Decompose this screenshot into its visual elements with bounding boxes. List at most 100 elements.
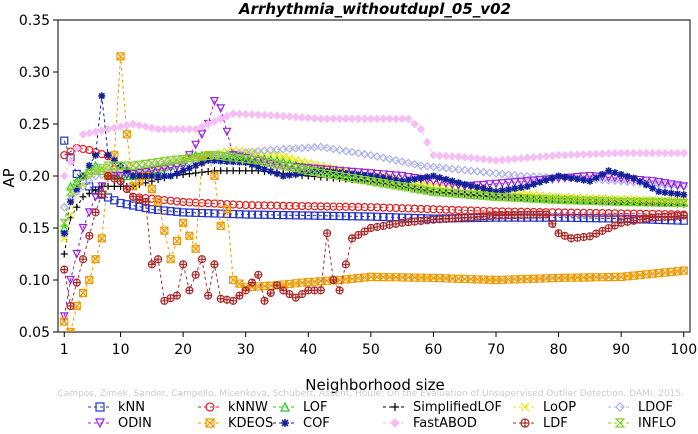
data-point: [454, 152, 463, 162]
data-point: [584, 196, 595, 206]
data-point: [385, 154, 394, 164]
data-point: [140, 159, 151, 168]
data-point: [615, 402, 625, 412]
data-point: [629, 177, 639, 187]
x-tick-label: 50: [362, 342, 380, 358]
data-point: [510, 178, 520, 188]
data-point: [72, 143, 82, 153]
data-point: [66, 327, 75, 332]
data-point: [297, 289, 307, 299]
data-point: [122, 200, 131, 209]
data-point: [454, 179, 462, 187]
data-point: [360, 227, 369, 236]
data-point: [209, 151, 220, 160]
data-point: [291, 293, 300, 302]
watermark: Campos, Zimek, Sander, Campello, Micenko…: [58, 389, 685, 399]
data-point: [78, 171, 88, 181]
data-point: [172, 124, 182, 134]
data-point: [354, 148, 363, 158]
data-point: [435, 163, 445, 172]
data-point: [410, 119, 420, 129]
data-point: [59, 202, 69, 212]
data-point: [259, 157, 270, 166]
data-point: [309, 167, 320, 176]
data-point: [329, 202, 338, 211]
data-point: [598, 209, 607, 218]
data-point: [185, 124, 194, 134]
data-point: [335, 145, 344, 155]
data-point: [110, 196, 119, 205]
x-tick-label: 70: [487, 342, 505, 358]
data-point: [85, 231, 94, 240]
data-point: [573, 213, 582, 223]
data-point: [316, 286, 325, 295]
data-point: [579, 208, 588, 217]
data-point: [673, 181, 682, 191]
data-point: [447, 152, 457, 161]
data-point: [341, 260, 350, 269]
data-point: [147, 184, 156, 194]
data-point: [516, 193, 526, 203]
data-point: [429, 205, 438, 214]
data-point: [217, 167, 225, 175]
data-point: [335, 286, 344, 295]
data-point: [541, 195, 552, 204]
data-point: [328, 114, 338, 124]
data-point: [92, 186, 100, 194]
data-point: [561, 173, 569, 181]
data-point: [260, 201, 269, 210]
data-point: [480, 185, 488, 193]
data-point: [66, 157, 75, 167]
data-point: [448, 177, 456, 185]
data-point: [654, 178, 664, 188]
data-point: [67, 198, 75, 206]
data-point: [228, 153, 239, 162]
data-point: [322, 114, 332, 124]
data-point: [354, 202, 363, 212]
data-point: [635, 148, 645, 158]
data-point: [323, 167, 331, 175]
data-point: [429, 150, 438, 160]
legend-item-ldf: LDF: [513, 416, 568, 431]
legend-label: ODIN: [118, 416, 152, 431]
data-point: [122, 184, 131, 194]
data-point: [586, 177, 594, 185]
data-point: [317, 167, 325, 175]
data-point: [247, 110, 257, 119]
data-point: [253, 157, 263, 166]
data-point: [529, 152, 538, 162]
data-point: [560, 208, 569, 217]
data-point: [472, 191, 483, 200]
y-tick-label: 0.05: [19, 325, 50, 341]
data-point: [191, 244, 200, 253]
data-point: [97, 126, 107, 135]
data-point: [128, 201, 138, 210]
data-point: [504, 155, 513, 164]
data-point: [59, 218, 70, 227]
data-point: [360, 114, 369, 124]
data-point: [254, 163, 262, 171]
data-point: [179, 167, 187, 175]
data-point: [391, 156, 401, 165]
data-point: [573, 208, 582, 217]
data-point: [653, 198, 664, 207]
data-point: [529, 176, 539, 186]
data-point: [216, 199, 225, 208]
data-point: [229, 158, 237, 166]
data-point: [510, 154, 520, 164]
data-point: [97, 190, 106, 199]
data-point: [297, 201, 307, 211]
data-point: [322, 143, 332, 153]
data-point: [654, 148, 664, 158]
data-point: [185, 208, 194, 217]
data-point: [290, 164, 301, 173]
data-point: [335, 114, 344, 124]
series-kdeos: [60, 52, 688, 332]
data-point: [504, 178, 514, 188]
data-point: [160, 124, 169, 134]
x-tick-label: 10: [112, 342, 130, 358]
data-point: [579, 172, 589, 182]
data-point: [598, 170, 606, 178]
data-point: [110, 156, 118, 164]
data-point: [528, 194, 539, 203]
